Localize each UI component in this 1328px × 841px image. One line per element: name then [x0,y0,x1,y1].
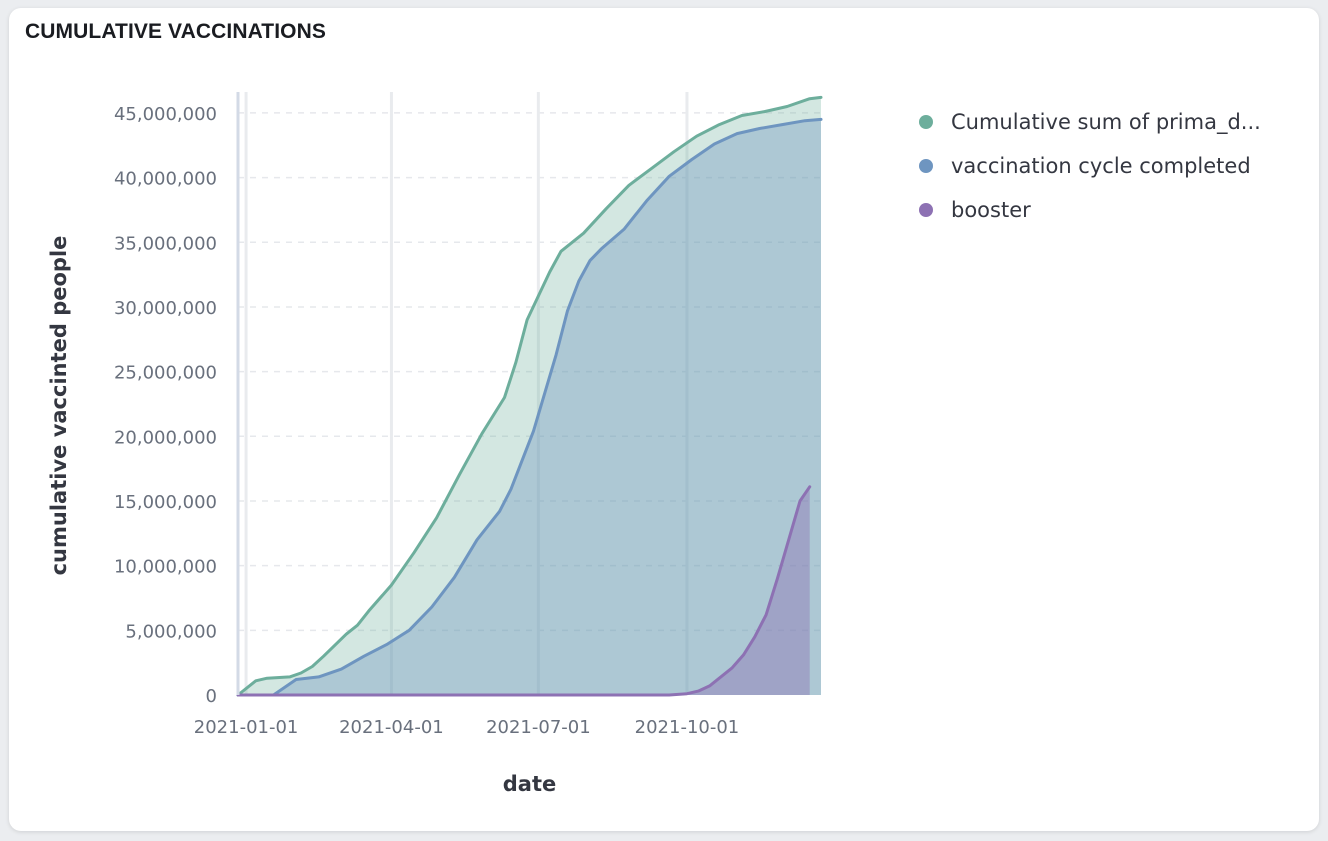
series-areas [236,95,823,697]
series-area [238,119,821,695]
y-tick-label: 35,000,000 [114,233,217,254]
y-tick-label: 0 [206,686,217,707]
axes: 0 5,000,000 10,000,000 15,000,000 20,000,000… [114,92,739,738]
panel-title: CUMULATIVE VACCINATIONS [25,20,326,43]
y-tick-label: 15,000,000 [114,492,217,513]
y-tick-label: 5,000,000 [125,621,217,642]
gridlines [238,92,821,695]
x-tick-label: 2021-10-01 [635,717,740,738]
y-axis-label: cumulative vaccinted people [47,236,71,576]
legend-label: Cumulative sum of prima_d... [951,110,1261,134]
legend-label: booster [951,198,1031,222]
x-axis-label: date [503,772,556,796]
y-tick-label: 20,000,000 [114,427,217,448]
chart-panel: CUMULATIVE VACCINATIONS 0 5,000,000 10,000… [9,8,1319,831]
x-tick-label: 2021-07-01 [486,717,591,738]
series-line [236,95,823,697]
legend-item-cycle-completed[interactable]: vaccination cycle completed [919,144,1261,188]
legend-dot-icon [919,115,933,129]
y-tick-label: 25,000,000 [114,363,217,384]
area-chart: 0 5,000,000 10,000,000 15,000,000 20,000,000… [47,92,823,796]
legend-item-booster[interactable]: booster [919,188,1261,232]
x-tick-label: 2021-04-01 [339,717,444,738]
chart-legend: Cumulative sum of prima_d... vaccination… [919,100,1261,232]
y-tick-label: 45,000,000 [114,104,217,125]
y-tick-label: 10,000,000 [114,557,217,578]
legend-dot-icon [919,159,933,173]
series-line [236,485,812,697]
legend-item-primary-doses[interactable]: Cumulative sum of prima_d... [919,100,1261,144]
legend-dot-icon [919,203,933,217]
y-tick-label: 30,000,000 [114,298,217,319]
legend-label: vaccination cycle completed [951,154,1251,178]
series-line [236,117,823,697]
series-area [238,97,821,695]
x-tick-label: 2021-01-01 [194,717,299,738]
y-tick-label: 40,000,000 [114,169,217,190]
series-area [238,486,810,695]
